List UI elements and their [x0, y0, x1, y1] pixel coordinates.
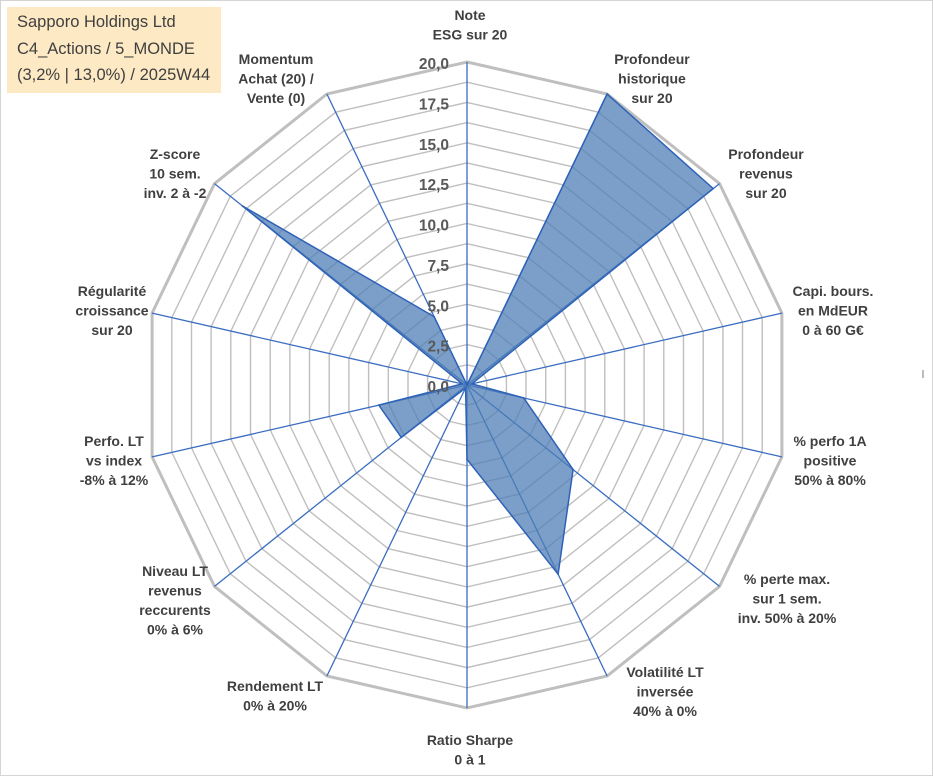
axis-label-12: Régularité croissance sur 20: [75, 283, 148, 338]
axis-label-line: Rendement LT: [227, 678, 324, 694]
axis-label-line: Perfo. LT: [84, 433, 144, 449]
chart-title-line-3: (3,2% | 13,0%) / 2025W44: [17, 66, 211, 84]
axis-label-line: inv. 2 à -2: [144, 185, 207, 201]
data-point-14: [433, 315, 435, 318]
axis-label-line: % perfo 1A: [793, 433, 866, 449]
tick-label: 12,5: [419, 177, 450, 194]
axis-label-9: Rendement LT 0% à 20%: [227, 678, 324, 714]
axis-label-line: en MdEUR: [798, 303, 868, 319]
axis-label-line: croissance: [75, 303, 148, 319]
chart-title-line-1: Sapporo Holdings Ltd: [17, 13, 176, 31]
axis-label-line: Momentum: [239, 51, 314, 67]
axis-label-line: Z-score: [150, 146, 201, 162]
axis-label-5: % perfo 1A positive 50% à 80%: [793, 433, 866, 488]
axis-label-line: vs index: [86, 453, 142, 469]
tick-label: 0,0: [427, 379, 449, 396]
tick-label: 7,5: [427, 258, 449, 275]
axis-label-14: Momentum Achat (20) / Vente (0): [238, 51, 314, 106]
spoke-4: [466, 312, 783, 386]
axis-label-line: Volatilité LT: [626, 664, 704, 680]
axis-label-line: Régularité: [78, 283, 147, 299]
axis-label-line: sur 20: [631, 90, 672, 106]
axis-label-line: inv. 50% à 20%: [738, 610, 837, 626]
axis-label-line: revenus: [739, 166, 793, 182]
data-point-10: [400, 436, 403, 439]
axis-label-line: Note: [454, 7, 485, 23]
axis-label-4: Capi. bours. en MdEUR 0 à 60 G€: [793, 283, 874, 338]
axis-label-2: Profondeur historique sur 20: [614, 51, 690, 106]
axis-label-line: Vente (0): [247, 90, 305, 106]
radar-series: [241, 92, 715, 577]
axis-label-13: Z-score 10 sem. inv. 2 à -2: [144, 146, 207, 201]
tick-label: 5,0: [427, 298, 449, 315]
axis-label-8: Ratio Sharpe 0 à 1: [427, 732, 514, 768]
axis-label-line: sur 1 sem.: [752, 591, 821, 607]
axis-label-line: reccurents: [139, 602, 211, 618]
axis-label-line: Ratio Sharpe: [427, 732, 514, 748]
axis-label-line: -8% à 12%: [80, 472, 149, 488]
axis-label-line: sur 20: [745, 185, 786, 201]
axis-label-line: Achat (20) /: [238, 71, 314, 87]
data-point-8: [466, 458, 468, 461]
axis-label-1: Note ESG sur 20: [433, 7, 508, 43]
axis-label-line: ESG sur 20: [433, 27, 508, 43]
axis-labels: Note ESG sur 20 Profondeur historique sur 20…: [75, 7, 873, 768]
tick-label: 20,0: [419, 56, 449, 73]
axis-label-line: 10 sem.: [149, 166, 200, 182]
tick-label: 15,0: [419, 137, 449, 154]
data-point-2: [606, 93, 608, 95]
axis-label-line: historique: [618, 71, 686, 87]
axis-label-line: 50% à 80%: [794, 472, 866, 488]
chart-title-box: Sapporo Holdings Ltd C4_Actions / 5_MOND…: [7, 7, 221, 93]
axis-label-11: Perfo. LT vs index -8% à 12%: [80, 433, 149, 488]
axis-label-line: 0% à 6%: [147, 622, 204, 638]
axis-label-line: Capi. bours.: [793, 283, 874, 299]
axis-label-line: 0 à 60 G€: [802, 322, 864, 338]
data-point-5: [522, 397, 525, 399]
chart-title-line-2: C4_Actions / 5_MONDE: [17, 40, 195, 58]
data-point-13: [241, 205, 243, 207]
axis-label-line: 0 à 1: [454, 752, 485, 768]
radial-ticks: 0,0 2,5 5,0 7,5 10,0 12,5 15,0 17,5 20,0: [419, 56, 450, 396]
axis-label-line: % perte max.: [744, 571, 830, 587]
axis-label-line: sur 20: [91, 322, 132, 338]
data-point-11: [378, 404, 380, 406]
data-point-3: [712, 187, 714, 190]
tick-label: 10,0: [419, 218, 449, 235]
data-point-1: [466, 384, 468, 386]
axis-label-line: revenus: [148, 583, 202, 599]
spoke-9: [326, 384, 468, 677]
axis-label-line: Profondeur: [728, 146, 804, 162]
axis-label-line: 0% à 20%: [243, 698, 307, 714]
axis-label-line: inversée: [637, 684, 694, 700]
scroll-indicator: [922, 370, 924, 378]
data-point-12: [461, 383, 464, 385]
axis-label-line: 40% à 0%: [633, 703, 697, 719]
data-point-7: [557, 573, 559, 575]
data-point-4: [470, 383, 473, 385]
axis-label-7: Volatilité LT inversée 40% à 0%: [626, 664, 704, 719]
spoke-12: [151, 312, 468, 386]
axis-label-line: positive: [804, 453, 857, 469]
axis-label-line: Profondeur: [614, 51, 690, 67]
axis-label-line: Niveau LT: [142, 563, 208, 579]
data-point-9: [464, 387, 467, 389]
data-point-6: [572, 468, 574, 471]
tick-label: 2,5: [427, 339, 449, 356]
axis-label-6: % perte max. sur 1 sem. inv. 50% à 20%: [738, 571, 837, 626]
axis-label-10: Niveau LT revenus reccurents 0% à 6%: [139, 563, 211, 638]
axis-label-3: Profondeur revenus sur 20: [728, 146, 804, 201]
tick-label: 17,5: [419, 96, 450, 113]
